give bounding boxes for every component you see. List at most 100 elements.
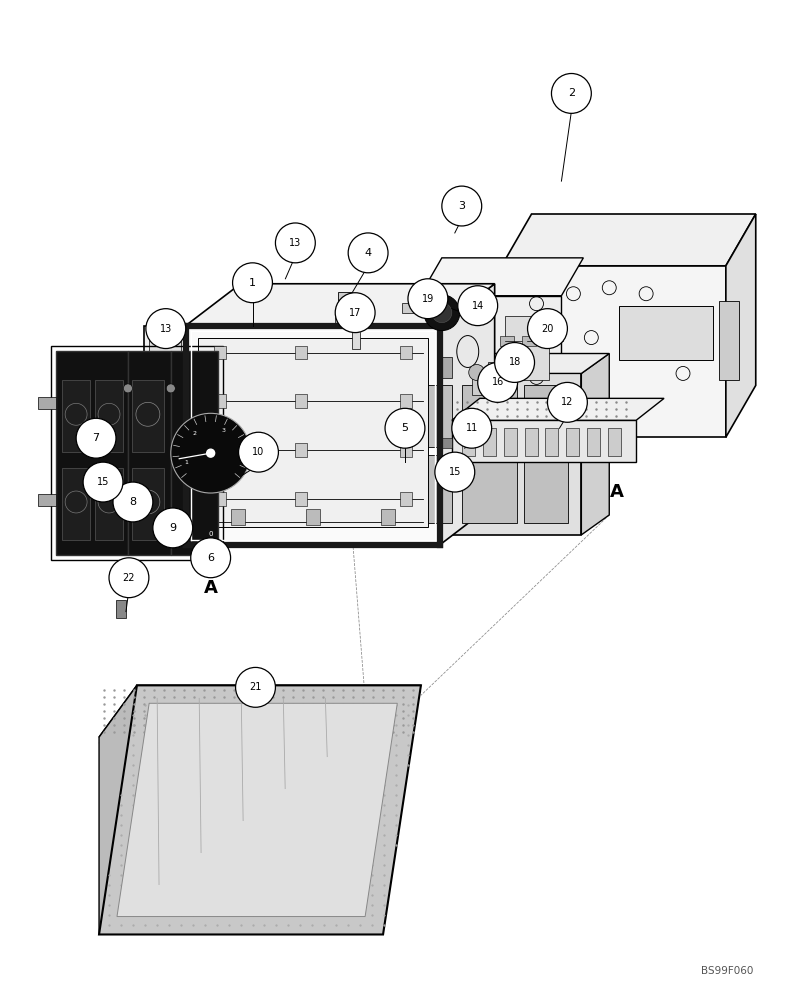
Polygon shape [213, 492, 225, 506]
Polygon shape [352, 373, 581, 535]
Text: A: A [611, 483, 624, 501]
Text: 7: 7 [92, 433, 100, 443]
Bar [488, 362, 500, 378]
Polygon shape [524, 385, 568, 447]
Polygon shape [144, 326, 185, 545]
Polygon shape [364, 385, 452, 447]
Circle shape [191, 538, 231, 578]
Polygon shape [149, 332, 181, 539]
Text: 5: 5 [401, 423, 408, 433]
Text: 1: 1 [249, 278, 256, 288]
Polygon shape [726, 214, 755, 437]
Bar [440, 357, 452, 378]
Text: 12: 12 [561, 397, 574, 407]
Circle shape [528, 309, 568, 349]
Polygon shape [400, 492, 412, 506]
Circle shape [166, 384, 175, 393]
Polygon shape [501, 266, 726, 437]
Circle shape [275, 223, 315, 263]
Polygon shape [482, 428, 496, 456]
Text: 1: 1 [185, 460, 188, 465]
Polygon shape [420, 296, 561, 407]
Text: 3: 3 [221, 428, 225, 433]
Text: 11: 11 [466, 423, 478, 433]
Polygon shape [501, 214, 755, 266]
Circle shape [469, 364, 485, 380]
Polygon shape [231, 509, 244, 525]
Polygon shape [185, 326, 440, 545]
Polygon shape [197, 338, 428, 527]
Bar [38, 494, 57, 506]
Circle shape [548, 382, 587, 422]
Polygon shape [608, 428, 621, 456]
Polygon shape [545, 428, 559, 456]
Polygon shape [99, 691, 421, 743]
Polygon shape [295, 346, 307, 359]
Polygon shape [524, 455, 568, 523]
Circle shape [146, 309, 185, 349]
Polygon shape [57, 351, 128, 555]
Circle shape [207, 449, 215, 457]
Polygon shape [95, 380, 123, 452]
Circle shape [478, 362, 517, 402]
Circle shape [109, 558, 149, 598]
Polygon shape [504, 428, 517, 456]
Polygon shape [132, 468, 164, 540]
Text: 13: 13 [160, 324, 172, 334]
Bar [335, 314, 355, 326]
Circle shape [113, 482, 153, 522]
Circle shape [435, 452, 474, 492]
Polygon shape [295, 492, 307, 506]
Circle shape [408, 279, 448, 319]
Circle shape [424, 295, 460, 331]
Bar [440, 438, 452, 448]
Polygon shape [619, 306, 713, 360]
Bar [521, 336, 536, 346]
Polygon shape [95, 468, 123, 540]
Polygon shape [117, 703, 397, 917]
Text: 15: 15 [97, 477, 109, 487]
Circle shape [452, 408, 492, 448]
Polygon shape [213, 443, 225, 457]
Polygon shape [185, 284, 494, 326]
Circle shape [166, 512, 175, 521]
Bar [500, 336, 513, 346]
Bar [352, 327, 360, 349]
Text: 2: 2 [192, 431, 196, 436]
Bar [338, 292, 352, 316]
Bar [541, 336, 556, 346]
Polygon shape [99, 685, 421, 934]
Text: 19: 19 [422, 294, 434, 304]
Polygon shape [587, 428, 600, 456]
Polygon shape [295, 443, 307, 457]
Text: 15: 15 [449, 467, 461, 477]
Text: 22: 22 [123, 573, 135, 583]
Text: 14: 14 [471, 301, 484, 311]
Circle shape [123, 512, 132, 521]
Polygon shape [462, 455, 517, 523]
Circle shape [239, 432, 279, 472]
Polygon shape [213, 346, 225, 359]
Bar [38, 397, 57, 409]
Text: A: A [204, 579, 217, 597]
Polygon shape [381, 509, 395, 525]
Text: 6: 6 [207, 553, 214, 563]
Bar [402, 303, 420, 313]
Text: 8: 8 [130, 497, 136, 507]
Circle shape [442, 186, 482, 226]
Polygon shape [525, 428, 537, 456]
Text: 4: 4 [365, 248, 372, 258]
Text: 21: 21 [249, 682, 262, 692]
Polygon shape [462, 428, 474, 456]
Polygon shape [440, 284, 494, 545]
Text: BS99F060: BS99F060 [701, 966, 754, 976]
Polygon shape [462, 385, 517, 447]
Polygon shape [99, 685, 137, 934]
Text: 2: 2 [568, 88, 575, 98]
Polygon shape [128, 351, 171, 555]
Circle shape [335, 293, 375, 333]
Circle shape [232, 263, 272, 303]
Polygon shape [352, 354, 609, 373]
Text: 17: 17 [349, 308, 361, 318]
Text: 3: 3 [458, 201, 466, 211]
